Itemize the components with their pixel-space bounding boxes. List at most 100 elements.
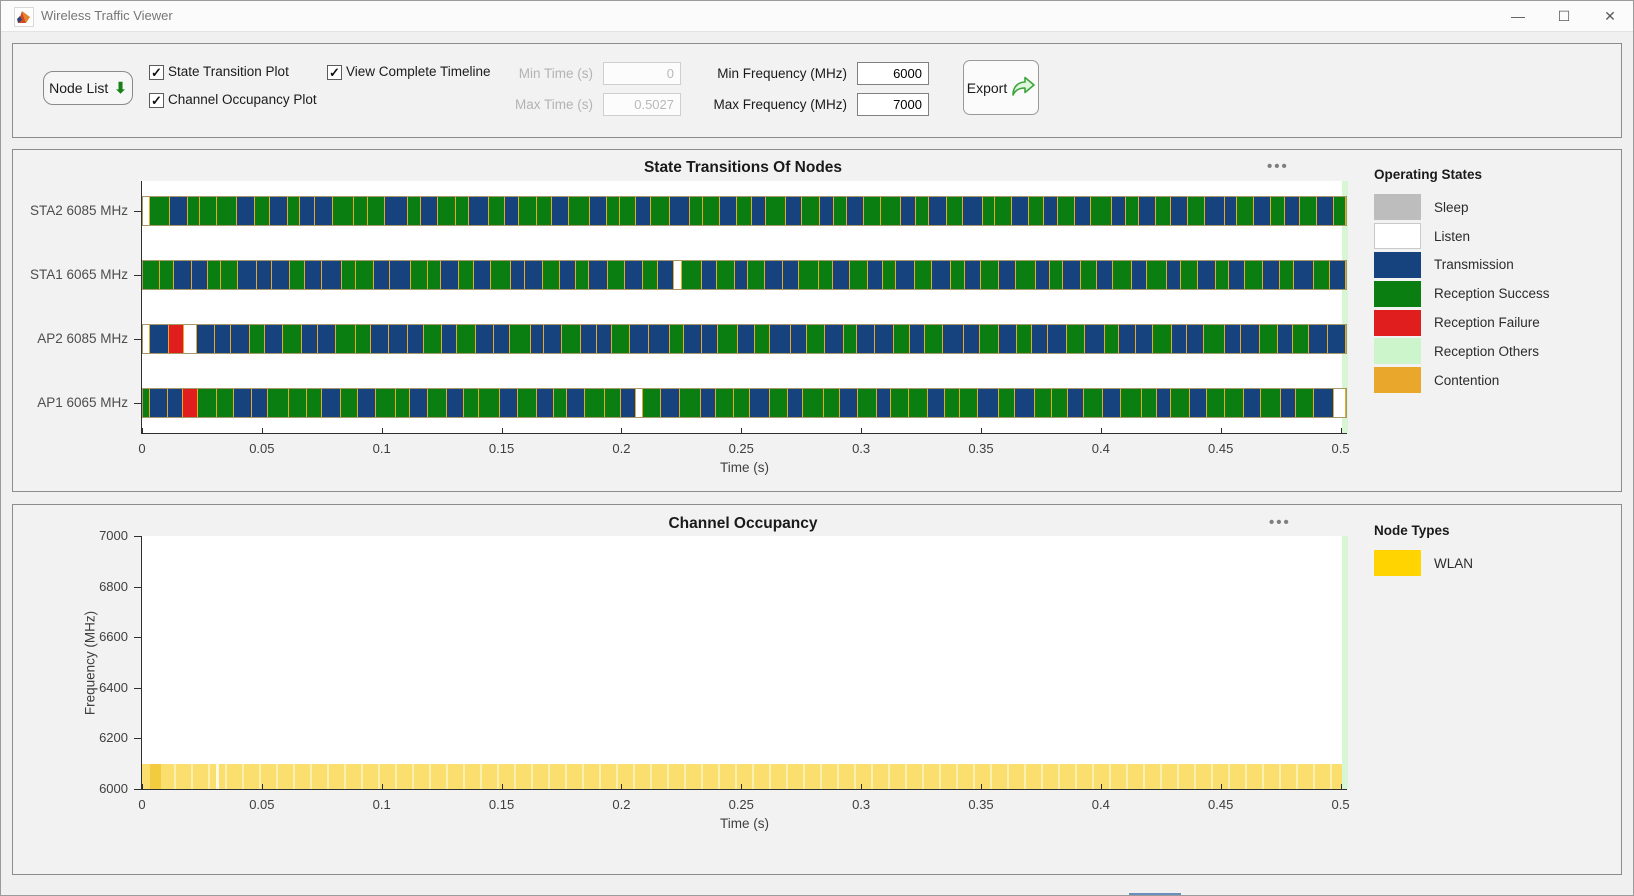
segment-reception-success <box>802 197 819 225</box>
max-frequency-field[interactable] <box>857 93 929 116</box>
segment-reception-success <box>1313 261 1330 289</box>
title-bar: Wireless Traffic Viewer — ☐ ✕ <box>1 1 1633 32</box>
segment-transmission <box>305 261 322 289</box>
segment-transmission <box>170 197 187 225</box>
segment-reception-success <box>159 261 174 289</box>
segment-transmission <box>846 197 864 225</box>
segment-reception-success <box>765 197 785 225</box>
segment-reception-success <box>983 197 995 225</box>
timeline-end-marker <box>1342 181 1348 433</box>
segment-reception-success <box>437 197 456 225</box>
segment-transmission <box>824 325 843 353</box>
clipped-bottom-element <box>1129 893 1181 895</box>
segment-transmission <box>752 197 765 225</box>
segment-reception-success <box>1113 261 1131 289</box>
chart1-ytick <box>134 339 142 340</box>
green-down-arrow-icon: ⬇ <box>114 80 127 97</box>
segment-transmission <box>857 325 875 353</box>
segment-reception-success <box>925 325 943 353</box>
ytick-mark <box>134 789 142 790</box>
segment-transmission <box>315 197 332 225</box>
minimize-icon[interactable]: — <box>1511 8 1525 24</box>
segment-reception-success <box>944 389 959 417</box>
legend-entry-reception-others: Reception Others <box>1374 337 1550 366</box>
segment-reception-success <box>553 389 567 417</box>
segment-reception-success <box>518 197 537 225</box>
segment-transmission <box>998 325 1016 353</box>
segment-transmission <box>1205 197 1225 225</box>
segment-reception-success <box>755 325 770 353</box>
segment-reception-success <box>356 261 374 289</box>
segment-transmission <box>1224 325 1241 353</box>
segment-reception-success <box>960 389 977 417</box>
segment-reception-success <box>834 197 846 225</box>
segment-reception-success <box>1015 261 1035 289</box>
legend-label-reception-success: Reception Success <box>1434 286 1550 302</box>
segment-reception-success <box>335 325 356 353</box>
state-transition-plot-checkbox[interactable]: ✓ <box>149 65 164 80</box>
segment-reception-success <box>341 261 356 289</box>
ytick-label-6600: 6600 <box>99 629 128 645</box>
segment-transmission <box>474 261 491 289</box>
legend-entry-contention: Contention <box>1374 366 1550 395</box>
segment-reception-success <box>367 197 385 225</box>
segment-transmission <box>669 197 689 225</box>
segment-reception-success <box>143 261 159 289</box>
segment-transmission <box>581 325 597 353</box>
segment-transmission <box>1067 389 1084 417</box>
segment-reception-failure <box>182 389 197 417</box>
segment-transmission <box>389 325 408 353</box>
ytick-label-6200: 6200 <box>99 730 128 746</box>
segment-transmission <box>928 389 944 417</box>
segment-reception-success <box>479 389 499 417</box>
segment-reception-success <box>1080 261 1096 289</box>
node-list-button[interactable]: Node List ⬇ <box>43 71 133 105</box>
ytick-mark <box>134 637 142 639</box>
view-complete-timeline-checkbox[interactable]: ✓ <box>327 65 342 80</box>
segment-transmission <box>322 261 341 289</box>
legend-swatch-reception-success <box>1374 280 1421 307</box>
segment-transmission <box>1131 261 1147 289</box>
segment-transmission <box>525 261 543 289</box>
channel-occupancy-title: Channel Occupancy <box>668 515 818 532</box>
segment-reception-success <box>1244 261 1262 289</box>
chart1-ytick <box>134 211 142 212</box>
xtick-mark <box>381 784 383 789</box>
segment-transmission <box>265 325 282 353</box>
segment-transmission <box>318 325 335 353</box>
segment-transmission <box>877 389 891 417</box>
segment-transmission <box>1111 197 1126 225</box>
segment-reception-success <box>802 389 823 417</box>
segment-transmission <box>385 197 407 225</box>
segment-reception-success <box>1034 389 1052 417</box>
segment-transmission <box>192 261 207 289</box>
segment-reception-success <box>1237 197 1253 225</box>
segment-reception-success <box>207 261 220 289</box>
segment-reception-success <box>427 261 440 289</box>
segment-transmission <box>783 261 798 289</box>
segment-transmission <box>321 389 341 417</box>
segment-transmission <box>233 389 251 417</box>
chart2-options-ellipsis-icon[interactable]: ••• <box>1269 514 1291 531</box>
segment-reception-success <box>341 389 357 417</box>
segment-reception-success <box>332 197 353 225</box>
segment-reception-success <box>1057 197 1075 225</box>
segment-transmission <box>867 261 883 289</box>
chart1-options-ellipsis-icon[interactable]: ••• <box>1267 158 1289 175</box>
min-frequency-field[interactable] <box>857 62 929 85</box>
segment-transmission <box>1011 197 1029 225</box>
export-button[interactable]: Export <box>963 60 1039 115</box>
segment-transmission <box>1314 389 1333 417</box>
maximize-icon[interactable]: ☐ <box>1557 7 1571 24</box>
segment-reception-success <box>1091 197 1111 225</box>
channel-occupancy-plot-checkbox[interactable]: ✓ <box>149 93 164 108</box>
segment-transmission <box>567 389 585 417</box>
state-transitions-title: State Transitions Of Nodes <box>643 159 843 176</box>
segment-reception-success <box>995 197 1011 225</box>
segment-transmission <box>785 197 802 225</box>
segment-transmission <box>440 261 458 289</box>
segment-transmission <box>1171 197 1187 225</box>
segment-reception-success <box>510 325 530 353</box>
segment-transmission <box>1035 261 1049 289</box>
close-icon[interactable]: ✕ <box>1604 7 1616 24</box>
